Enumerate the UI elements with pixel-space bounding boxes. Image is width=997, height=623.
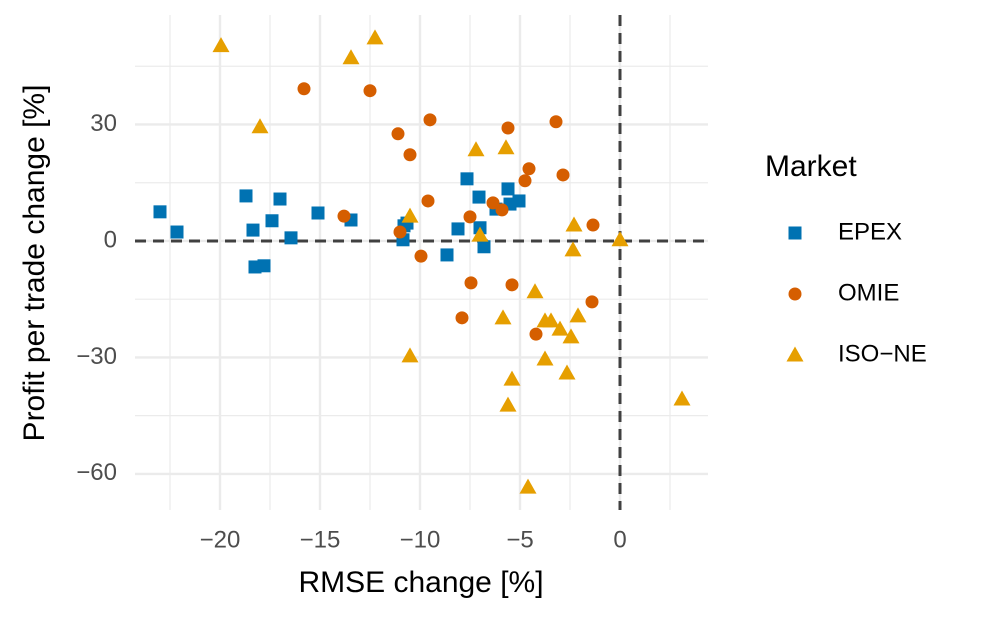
point xyxy=(311,206,325,220)
point xyxy=(611,231,629,247)
y-tick-label: 30 xyxy=(90,110,117,137)
x-tick-label: −20 xyxy=(200,526,241,553)
point xyxy=(586,218,600,232)
point xyxy=(472,190,486,204)
y-tick-label: −30 xyxy=(76,343,117,370)
point xyxy=(421,194,435,208)
y-tick-label: 0 xyxy=(104,226,117,253)
point xyxy=(366,29,384,45)
point xyxy=(257,259,271,273)
point xyxy=(471,226,489,242)
x-axis-title: RMSE change [%] xyxy=(298,566,543,599)
point xyxy=(499,396,517,412)
point xyxy=(501,121,515,135)
legend-symbol xyxy=(786,346,804,362)
point xyxy=(363,84,377,98)
point xyxy=(403,148,417,162)
legend-label: EPEX xyxy=(838,218,902,245)
point xyxy=(467,141,485,157)
x-tick-label: 0 xyxy=(613,526,626,553)
point xyxy=(239,189,253,203)
point xyxy=(440,248,454,262)
point xyxy=(477,240,491,254)
point xyxy=(512,194,526,208)
x-tick-label: −5 xyxy=(506,526,533,553)
point xyxy=(265,214,279,228)
point xyxy=(414,249,428,263)
point xyxy=(526,283,544,299)
point xyxy=(529,327,543,341)
point xyxy=(212,37,230,53)
point xyxy=(460,172,474,186)
legend-symbol xyxy=(788,287,802,301)
point xyxy=(455,311,469,325)
point xyxy=(423,113,437,127)
point xyxy=(551,320,569,336)
point xyxy=(153,205,167,219)
point xyxy=(251,118,269,134)
point xyxy=(170,225,184,239)
point xyxy=(337,209,351,223)
y-axis-title: Profit per trade change [%] xyxy=(18,85,51,442)
point xyxy=(505,278,519,292)
point xyxy=(401,207,419,223)
point xyxy=(391,127,405,141)
point xyxy=(284,231,298,245)
point xyxy=(503,370,521,386)
legend-title: Market xyxy=(765,150,857,183)
point xyxy=(463,210,477,224)
legend-label: ISO−NE xyxy=(838,340,927,367)
point xyxy=(569,307,587,323)
point xyxy=(556,168,570,182)
point xyxy=(342,49,360,65)
x-tick-label: −15 xyxy=(300,526,341,553)
point xyxy=(585,295,599,309)
point xyxy=(549,115,563,129)
point xyxy=(497,139,515,155)
point xyxy=(451,222,465,236)
point xyxy=(273,192,287,206)
point xyxy=(565,216,583,232)
point xyxy=(297,82,311,96)
point xyxy=(494,309,512,325)
point xyxy=(246,223,260,237)
point xyxy=(542,312,560,328)
x-tick-label: −10 xyxy=(400,526,441,553)
point xyxy=(562,328,580,344)
point xyxy=(558,364,576,380)
y-tick-label: −60 xyxy=(76,459,117,486)
point xyxy=(536,350,554,366)
point xyxy=(564,241,582,257)
point xyxy=(464,276,478,290)
point xyxy=(393,225,407,239)
point xyxy=(501,182,515,196)
point xyxy=(486,196,500,210)
point xyxy=(518,174,532,188)
point xyxy=(401,347,419,363)
point xyxy=(519,478,537,494)
point xyxy=(673,390,691,406)
legend-symbol xyxy=(788,226,802,240)
point xyxy=(522,162,536,176)
point xyxy=(495,203,509,217)
legend-label: OMIE xyxy=(838,279,899,306)
